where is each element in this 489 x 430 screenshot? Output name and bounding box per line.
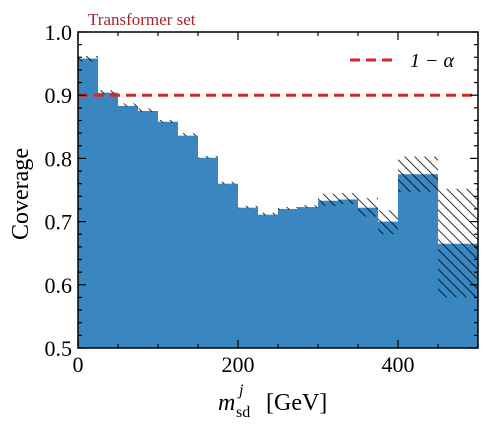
uncertainty-band-12 bbox=[318, 193, 338, 206]
uncertainty-band-14 bbox=[358, 198, 378, 217]
y-tick-label-0: 0.5 bbox=[45, 336, 73, 361]
bar-14 bbox=[358, 207, 378, 348]
bars-group bbox=[78, 56, 478, 348]
legend: 1 − α bbox=[350, 50, 454, 72]
uncertainty-band-10 bbox=[278, 207, 298, 210]
bar-13 bbox=[338, 199, 358, 348]
bar-5 bbox=[178, 135, 198, 348]
bar-4 bbox=[158, 121, 178, 348]
x-tick-label-0: 0 bbox=[73, 352, 84, 377]
bar-10 bbox=[278, 208, 298, 348]
uncertainty-band-8 bbox=[238, 205, 258, 209]
bar-0 bbox=[78, 58, 98, 348]
uncertainty-band-5 bbox=[178, 133, 198, 137]
uncertainty-band-1 bbox=[98, 90, 118, 94]
uncertainty-band-6 bbox=[198, 155, 218, 159]
bar-9 bbox=[258, 214, 278, 348]
x-tick-label-1: 200 bbox=[222, 352, 255, 377]
bar-3 bbox=[138, 111, 158, 348]
legend-label: 1 − α bbox=[410, 50, 454, 72]
y-tick-label-5: 1.0 bbox=[45, 20, 73, 45]
x-axis-label-main: m bbox=[218, 390, 235, 416]
bar-11 bbox=[298, 207, 318, 348]
x-axis-label: m j sd [GeV] bbox=[218, 382, 327, 421]
uncertainty-band-4 bbox=[158, 119, 178, 123]
y-tick-label-3: 0.8 bbox=[45, 146, 73, 171]
bar-16 bbox=[398, 174, 438, 348]
uncertainty-band-3 bbox=[138, 108, 158, 112]
y-axis-label: Coverage bbox=[8, 148, 34, 240]
chart-title: Transformer set bbox=[88, 10, 196, 29]
bar-6 bbox=[198, 157, 218, 348]
uncertainty-band-7 bbox=[218, 181, 238, 185]
bar-8 bbox=[238, 207, 258, 348]
uncertainty-band-9 bbox=[258, 212, 278, 216]
y-tick-label-1: 0.6 bbox=[45, 273, 73, 298]
x-axis-label-sub: sd bbox=[236, 404, 250, 421]
plot-area: 0 200 400 0.5 0.6 0.7 0.8 0.9 1.0 bbox=[45, 20, 479, 377]
bar-1 bbox=[98, 92, 118, 348]
uncertainty-band-16 bbox=[398, 156, 438, 192]
y-tick-label-2: 0.7 bbox=[45, 210, 73, 235]
bar-15 bbox=[378, 221, 398, 348]
uncertainty-band-17 bbox=[438, 188, 478, 298]
bar-12 bbox=[318, 200, 338, 348]
uncertainty-band-15 bbox=[378, 210, 398, 235]
uncertainty-band-11 bbox=[298, 205, 318, 208]
bar-2 bbox=[118, 105, 138, 348]
x-axis-label-sup: j bbox=[237, 382, 244, 399]
x-axis-label-unit: [GeV] bbox=[266, 390, 327, 416]
bar-7 bbox=[218, 183, 238, 348]
uncertainty-band-0 bbox=[78, 56, 98, 62]
x-tick-label-2: 400 bbox=[382, 352, 415, 377]
uncertainty-band-13 bbox=[338, 193, 358, 204]
y-tick-label-4: 0.9 bbox=[45, 83, 73, 108]
uncertainty-band-2 bbox=[118, 103, 138, 107]
